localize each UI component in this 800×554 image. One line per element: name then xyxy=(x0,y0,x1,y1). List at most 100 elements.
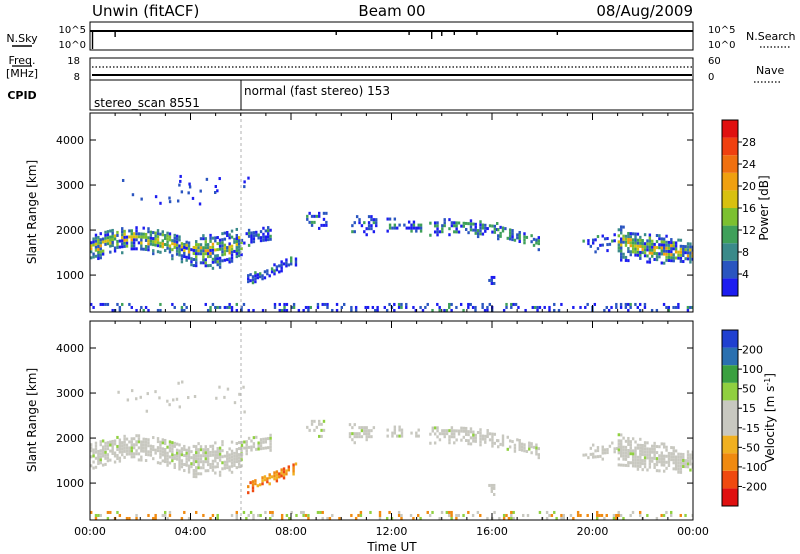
echo-cell xyxy=(128,449,131,453)
echo-cell xyxy=(202,234,205,238)
echo-cell xyxy=(195,255,198,259)
echo-cell xyxy=(393,223,397,227)
echo-cell xyxy=(686,242,690,246)
echo-cell xyxy=(353,432,356,436)
echo-cell xyxy=(508,439,512,443)
echo-cell xyxy=(300,510,303,514)
echo-cell xyxy=(216,516,219,520)
echo-cell xyxy=(596,513,599,517)
echo-cell xyxy=(216,257,219,261)
echo-cell xyxy=(292,469,295,473)
echo-cell xyxy=(216,305,219,309)
echo-cell xyxy=(582,453,585,457)
echo-cell xyxy=(655,457,659,461)
echo-cell xyxy=(156,250,160,254)
nsky-panel: N.Sky 10^5 10^0 10^5 10^0 N.Search xyxy=(6,21,796,51)
echo-cell xyxy=(658,246,661,250)
echo-cell xyxy=(135,434,138,438)
echo-cell xyxy=(226,454,229,458)
echo-cell xyxy=(173,236,176,240)
echo-cell xyxy=(677,256,680,260)
echo-cell xyxy=(627,439,630,443)
echo-cell xyxy=(674,241,678,245)
echo-cell xyxy=(195,454,198,458)
echo-cell xyxy=(627,464,630,468)
echo-cell xyxy=(121,251,124,255)
echo-cell xyxy=(648,257,652,261)
echo-cell xyxy=(237,447,241,451)
echo-cell xyxy=(481,302,484,306)
echo-cell xyxy=(163,513,167,517)
echo-cell xyxy=(624,439,628,443)
echo-cell xyxy=(641,245,644,249)
echo-cell xyxy=(235,302,238,306)
echo-cell xyxy=(218,247,222,251)
echo-cell xyxy=(187,247,191,251)
echo-cell xyxy=(677,464,680,468)
echo-cell xyxy=(536,305,539,309)
echo-cell xyxy=(289,259,293,263)
echo-cell xyxy=(651,444,654,448)
echo-cell xyxy=(178,461,181,465)
echo-cell xyxy=(94,248,98,252)
echo-cell xyxy=(202,460,205,464)
echo-cell xyxy=(269,516,272,520)
echo-cell xyxy=(622,445,625,449)
echo-cell xyxy=(682,253,685,257)
echo-cell xyxy=(226,387,230,391)
echo-cell xyxy=(636,461,640,465)
echo-cell xyxy=(617,445,621,449)
echo-cell xyxy=(651,251,654,255)
echo-cell xyxy=(121,230,124,234)
echo-cell xyxy=(101,439,105,443)
echo-cell xyxy=(209,233,212,237)
echo-cell xyxy=(302,510,305,514)
echo-cell xyxy=(627,436,630,440)
echo-cell xyxy=(264,238,268,242)
echo-cell xyxy=(682,455,685,459)
echo-cell xyxy=(396,434,399,438)
echo-cell xyxy=(674,461,678,465)
echo-cell xyxy=(144,244,148,248)
echo-cell xyxy=(247,274,250,278)
echo-cell xyxy=(386,217,389,221)
ytick-label: 3000 xyxy=(56,387,84,400)
echo-cell xyxy=(259,444,263,448)
echo-cell xyxy=(192,251,196,255)
echo-cell xyxy=(188,182,191,186)
echo-cell xyxy=(679,250,683,254)
echo-cell xyxy=(627,238,630,242)
echo-cell xyxy=(655,240,659,244)
echo-cell xyxy=(474,225,477,229)
echo-cell xyxy=(137,235,141,239)
echo-cell xyxy=(648,248,652,252)
echo-cell xyxy=(282,470,286,474)
echo-cell xyxy=(629,443,632,447)
echo-cell xyxy=(520,445,524,449)
echo-cell xyxy=(251,489,255,493)
echo-cell xyxy=(130,238,133,242)
echo-cell xyxy=(627,461,630,465)
echo-cell xyxy=(263,276,267,280)
echo-cell xyxy=(622,448,625,452)
ytick-label: 4000 xyxy=(56,342,84,355)
echo-cell xyxy=(325,220,328,224)
echo-cell xyxy=(641,242,644,246)
echo-cell xyxy=(689,245,692,249)
echo-cell xyxy=(629,452,632,456)
echo-cell xyxy=(262,446,265,450)
echo-cell xyxy=(622,255,625,259)
echo-cell xyxy=(370,218,373,222)
echo-cell xyxy=(130,452,133,456)
echo-cell xyxy=(180,190,184,194)
echo-cell xyxy=(99,247,102,251)
echo-cell xyxy=(613,447,616,451)
echo-cell xyxy=(216,447,219,451)
echo-cell xyxy=(497,439,500,443)
echo-cell xyxy=(273,477,276,481)
echo-cell xyxy=(665,460,668,464)
echo-cell xyxy=(140,305,143,309)
echo-cell xyxy=(636,443,640,447)
echo-cell xyxy=(247,277,250,281)
